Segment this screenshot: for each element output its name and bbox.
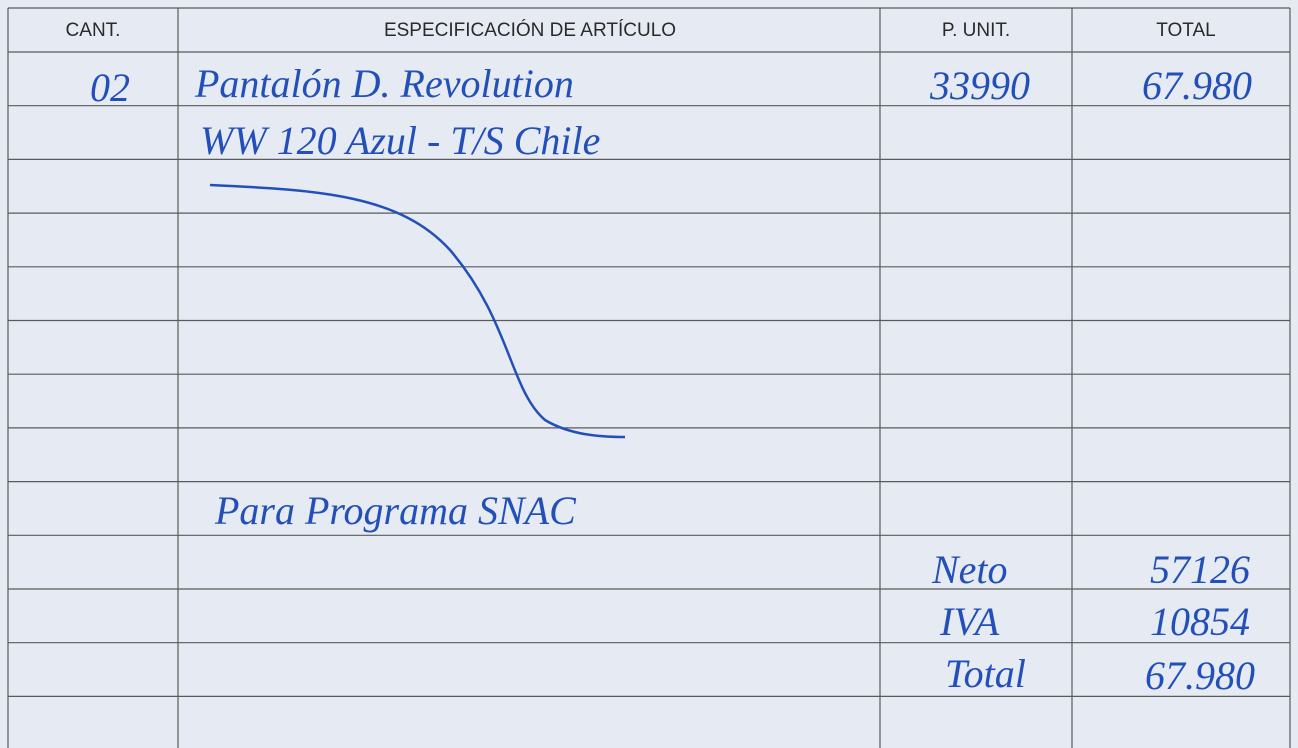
summary-label: Neto <box>931 547 1008 592</box>
header-description: ESPECIFICACIÓN DE ARTÍCULO <box>384 19 676 41</box>
strike-curve <box>209 183 626 439</box>
table-grid <box>7 7 1291 748</box>
summary-value: 10854 <box>1150 599 1250 644</box>
summary-label: IVA <box>939 599 1000 644</box>
header-unit-price: P. UNIT. <box>942 20 1010 41</box>
item-description: Pantalón D. Revolution <box>194 61 574 106</box>
item-total: 67.980 <box>1142 63 1252 108</box>
summary-value: 67.980 <box>1145 653 1255 698</box>
header-quantity: CANT. <box>66 20 121 41</box>
note: Para Programa SNAC <box>214 488 577 533</box>
summary-label: Total <box>945 651 1026 696</box>
item-unit-price: 33990 <box>929 63 1030 108</box>
item-quantity: 02 <box>90 65 130 110</box>
summary-value: 57126 <box>1150 547 1250 592</box>
description-continuation: WW 120 Azul - T/S Chile <box>200 118 600 163</box>
header-total: TOTAL <box>1156 20 1215 41</box>
